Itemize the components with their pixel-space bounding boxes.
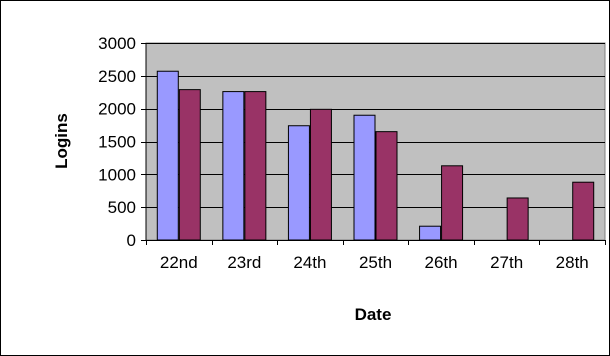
bar-series1-26th (419, 225, 442, 241)
x-tick-label: 22nd (160, 253, 198, 272)
y-tick-label: 2000 (98, 100, 136, 119)
bar-series2-26th (441, 165, 464, 241)
y-axis-title: Logins (52, 113, 71, 169)
x-tick-label: 28th (556, 253, 589, 272)
bar-series2-22nd (178, 89, 201, 241)
x-tick-label: 26th (425, 253, 458, 272)
x-tick-labels: 22nd 23rd 24th 25th 26th 27th 28th (160, 253, 589, 272)
bar-series1-24th (287, 125, 310, 241)
bar-series2-24th (309, 108, 332, 241)
y-tick-label: 500 (108, 198, 136, 217)
x-tick-label: 25th (359, 253, 392, 272)
x-tick-label: 23rd (227, 253, 261, 272)
bar-series2-27th (506, 197, 529, 241)
bar-series2-25th (375, 131, 398, 241)
bar-series1-23rd (222, 91, 245, 241)
x-tick-label: 27th (490, 253, 523, 272)
y-tick-label: 3000 (98, 34, 136, 53)
bar-series1-22nd (156, 70, 179, 241)
y-tick-label: 1500 (98, 133, 136, 152)
y-tick-label: 2500 (98, 67, 136, 86)
bar-series2-28th (572, 181, 595, 241)
bar-series1-25th (353, 114, 376, 241)
bars (156, 70, 595, 241)
y-tick-label: 1000 (98, 165, 136, 184)
bar-series2-23rd (244, 91, 267, 241)
x-tick-label: 24th (293, 253, 326, 272)
y-tick-labels: 0 500 1000 1500 2000 2500 3000 (98, 34, 136, 250)
axes (141, 43, 606, 245)
x-axis-title: Date (355, 305, 392, 324)
y-tick-label: 0 (127, 231, 136, 250)
